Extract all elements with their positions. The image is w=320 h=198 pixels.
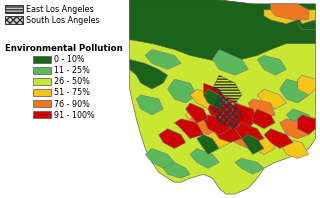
Polygon shape bbox=[130, 0, 316, 63]
Polygon shape bbox=[208, 99, 235, 123]
Polygon shape bbox=[280, 119, 309, 139]
Polygon shape bbox=[253, 109, 275, 129]
Polygon shape bbox=[145, 148, 174, 168]
Polygon shape bbox=[298, 115, 316, 135]
Polygon shape bbox=[136, 95, 163, 115]
Polygon shape bbox=[145, 50, 181, 69]
Polygon shape bbox=[257, 55, 286, 75]
Polygon shape bbox=[204, 115, 230, 135]
Polygon shape bbox=[298, 75, 316, 95]
Polygon shape bbox=[271, 4, 309, 20]
Polygon shape bbox=[159, 129, 186, 148]
Polygon shape bbox=[264, 10, 298, 24]
Polygon shape bbox=[264, 129, 293, 148]
Polygon shape bbox=[190, 89, 219, 109]
Polygon shape bbox=[235, 158, 264, 174]
Polygon shape bbox=[235, 123, 264, 143]
Polygon shape bbox=[280, 139, 309, 158]
Polygon shape bbox=[212, 50, 248, 75]
Polygon shape bbox=[230, 129, 257, 148]
Polygon shape bbox=[230, 103, 257, 129]
Polygon shape bbox=[186, 109, 212, 129]
Polygon shape bbox=[248, 99, 275, 119]
Polygon shape bbox=[286, 109, 316, 135]
Polygon shape bbox=[130, 0, 316, 194]
Polygon shape bbox=[168, 79, 197, 103]
Polygon shape bbox=[212, 123, 242, 143]
Polygon shape bbox=[163, 162, 190, 178]
Polygon shape bbox=[219, 109, 248, 135]
Polygon shape bbox=[186, 103, 208, 123]
Polygon shape bbox=[204, 129, 230, 148]
Polygon shape bbox=[298, 10, 316, 24]
Polygon shape bbox=[130, 59, 168, 89]
Legend: 0 - 10%, 11 - 25%, 26 - 50%, 51 - 75%, 76 - 90%, 91 - 100%: 0 - 10%, 11 - 25%, 26 - 50%, 51 - 75%, 7… bbox=[4, 44, 124, 120]
Polygon shape bbox=[197, 135, 219, 154]
Polygon shape bbox=[242, 135, 264, 154]
Polygon shape bbox=[174, 119, 204, 139]
Polygon shape bbox=[248, 135, 275, 154]
Polygon shape bbox=[190, 115, 219, 135]
Polygon shape bbox=[204, 83, 226, 109]
Polygon shape bbox=[280, 79, 309, 103]
Polygon shape bbox=[204, 89, 226, 109]
Polygon shape bbox=[212, 95, 242, 115]
Polygon shape bbox=[257, 89, 286, 109]
Polygon shape bbox=[298, 20, 316, 30]
Polygon shape bbox=[190, 148, 219, 168]
